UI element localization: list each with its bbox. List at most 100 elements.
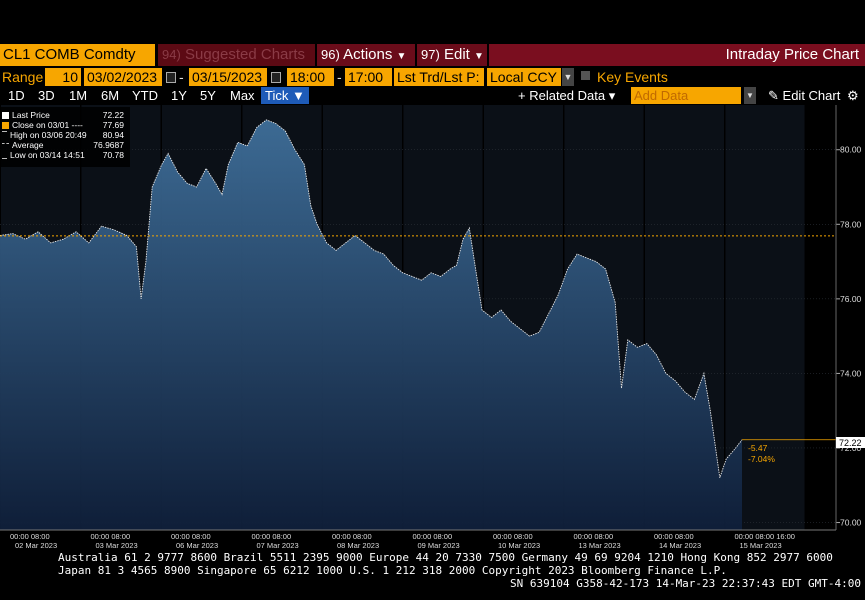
legend-average: Average 76.9687 xyxy=(2,140,128,150)
x-tick-label: 00:00 08:00 xyxy=(171,532,211,541)
footer-contacts-line2: Japan 81 3 4565 8900 Singapore 65 6212 1… xyxy=(58,564,727,577)
x-date-label: 14 Mar 2023 xyxy=(659,541,701,550)
y-tick-label: 78.00 xyxy=(840,219,862,229)
key-events-label: Key Events xyxy=(597,69,668,85)
period-5y[interactable]: 5Y xyxy=(200,88,216,103)
related-data-button[interactable]: + Related Data ▾ xyxy=(518,88,616,103)
y-tick-label: 74.00 xyxy=(840,368,862,378)
period-max[interactable]: Max xyxy=(230,88,255,103)
pencil-icon: ✎ xyxy=(768,88,779,103)
footer: Australia 61 2 9777 8600 Brazil 5511 239… xyxy=(0,550,865,600)
actions-menu[interactable]: 96) Actions ▼ xyxy=(317,44,415,66)
x-date-label: 06 Mar 2023 xyxy=(176,541,218,550)
key-events-checkbox[interactable] xyxy=(581,71,590,80)
low-marker-icon xyxy=(2,152,7,159)
x-date-label: 10 Mar 2023 xyxy=(498,541,540,550)
high-marker-icon xyxy=(2,131,7,139)
range-controls: Range 10 03/02/2023 - 03/15/2023 18:00 -… xyxy=(0,68,865,86)
chevron-down-icon: ▼ xyxy=(474,51,484,62)
suggested-charts-label: Suggested Charts xyxy=(184,46,306,63)
session-gap xyxy=(724,105,726,530)
x-tick-label: 00:00 08:00 xyxy=(332,532,372,541)
currency-select[interactable]: Local CCY xyxy=(487,68,561,86)
period-toolbar: 1D 3D 1M 6M YTD 1Y 5Y Max Tick ▼ + Relat… xyxy=(0,87,865,104)
y-tick-label: 70.00 xyxy=(840,518,862,528)
title-bar: CL1 COMB Comdty 94) Suggested Charts 96)… xyxy=(0,44,865,66)
average-marker-icon xyxy=(2,143,9,145)
legend-value: 70.78 xyxy=(102,150,124,160)
calendar-icon[interactable] xyxy=(271,72,281,83)
legend-last-price: Last Price 72.22 xyxy=(2,110,128,120)
x-date-label: 03 Mar 2023 xyxy=(96,541,138,550)
start-time-input[interactable]: 18:00 xyxy=(287,68,334,86)
range-value-input[interactable]: 10 xyxy=(45,68,81,86)
x-tick-label: 00:00 08:00 xyxy=(252,532,292,541)
period-6m[interactable]: 6M xyxy=(101,88,120,103)
x-date-label: 09 Mar 2023 xyxy=(418,541,460,550)
end-date-input[interactable]: 03/15/2023 xyxy=(189,68,267,86)
legend-swatch xyxy=(2,112,9,119)
session-gap xyxy=(643,105,645,530)
legend-high: High on 03/06 20:49 80.94 xyxy=(2,130,128,140)
price-area xyxy=(0,119,742,531)
session-gap xyxy=(804,105,806,530)
period-ytd[interactable]: YTD xyxy=(132,88,158,103)
period-1m[interactable]: 1M xyxy=(69,88,88,103)
price-line xyxy=(0,119,743,478)
last-price-tag: 72.22 xyxy=(839,438,862,448)
x-tick-label: 00:00 08:00 xyxy=(10,532,50,541)
ticker-field[interactable]: CL1 COMB Comdty xyxy=(0,44,155,66)
legend-low: Low on 03/14 14:51 70.78 xyxy=(2,150,128,160)
edit-number: 97) xyxy=(421,47,440,62)
suggested-charts-number: 94) xyxy=(162,47,181,62)
legend-value: 77.69 xyxy=(102,120,124,130)
legend-close: Close on 03/01 ---- 77.69 xyxy=(2,120,128,130)
x-date-label: 02 Mar 2023 xyxy=(15,541,57,550)
period-1d[interactable]: 1D xyxy=(8,88,25,103)
page-title: Intraday Price Chart xyxy=(489,44,865,66)
calendar-icon[interactable] xyxy=(166,72,176,83)
chevron-down-icon[interactable]: ▼ xyxy=(562,68,574,86)
edit-label: Edit xyxy=(443,46,470,63)
field-select[interactable]: Lst Trd/Lst P: xyxy=(394,68,484,86)
time-separator: - xyxy=(337,69,342,85)
change-abs-label: -5.47 xyxy=(748,443,768,453)
x-tick-label: 00:00 08:00 xyxy=(91,532,131,541)
x-date-label: 08 Mar 2023 xyxy=(337,541,379,550)
x-date-label: 15 Mar 2023 xyxy=(740,541,782,550)
legend-value: 80.94 xyxy=(102,130,124,140)
legend-value: 72.22 xyxy=(102,110,124,120)
date-separator: - xyxy=(179,69,184,85)
range-label: Range xyxy=(2,69,44,85)
chart-legend: Last Price 72.22 Close on 03/01 ---- 77.… xyxy=(0,107,130,167)
legend-swatch xyxy=(2,122,9,129)
gear-icon[interactable]: ⚙ xyxy=(847,88,859,103)
x-tick-label: 00:00 08:00 xyxy=(654,532,694,541)
edit-menu[interactable]: 97) Edit ▼ xyxy=(417,44,487,66)
legend-value: 76.9687 xyxy=(93,140,124,150)
period-3d[interactable]: 3D xyxy=(38,88,55,103)
start-date-input[interactable]: 03/02/2023 xyxy=(84,68,162,86)
legend-label: High on 03/06 20:49 xyxy=(10,130,87,140)
x-tick-label: 00:00 08:00 xyxy=(413,532,453,541)
actions-label: Actions xyxy=(343,46,393,63)
x-date-label: 13 Mar 2023 xyxy=(579,541,621,550)
edit-chart-button[interactable]: ✎ Edit Chart xyxy=(768,87,840,104)
x-tick-label: 00:00 08:00 xyxy=(493,532,533,541)
footer-contacts-line1: Australia 61 2 9777 8600 Brazil 5511 239… xyxy=(58,551,833,564)
footer-session-line: SN 639104 G358-42-173 14-Mar-23 22:37:43… xyxy=(510,577,861,590)
chevron-down-icon[interactable]: ▼ xyxy=(744,87,756,104)
add-data-input[interactable]: Add Data xyxy=(631,87,741,104)
suggested-charts-button[interactable]: 94) Suggested Charts xyxy=(158,44,315,66)
end-time-input[interactable]: 17:00 xyxy=(345,68,392,86)
tick-dropdown[interactable]: Tick ▼ xyxy=(261,87,309,104)
legend-label: Last Price xyxy=(12,110,50,120)
legend-label: Average xyxy=(12,140,44,150)
chevron-down-icon: ▼ xyxy=(396,51,407,62)
period-1y[interactable]: 1Y xyxy=(171,88,187,103)
legend-label: Low on 03/14 14:51 xyxy=(10,150,85,160)
last-price-tag-bg xyxy=(836,437,865,448)
actions-number: 96) xyxy=(321,47,340,62)
